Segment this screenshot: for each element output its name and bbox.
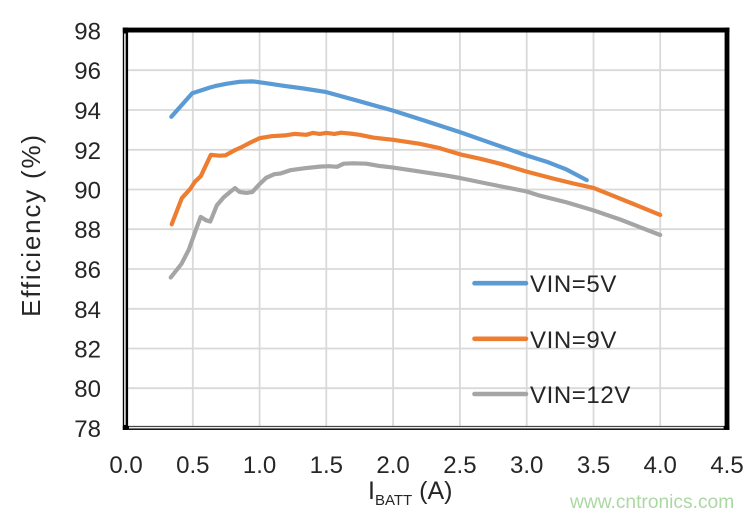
svg-text:96: 96: [74, 58, 101, 85]
svg-text:80: 80: [74, 376, 101, 403]
svg-text:2.5: 2.5: [443, 452, 476, 479]
svg-text:4.0: 4.0: [644, 452, 677, 479]
svg-text:92: 92: [74, 138, 101, 165]
svg-text:3.5: 3.5: [577, 452, 610, 479]
svg-text:90: 90: [74, 178, 101, 205]
svg-text:84: 84: [74, 297, 101, 324]
svg-text:3.0: 3.0: [510, 452, 543, 479]
svg-text:0.5: 0.5: [176, 452, 209, 479]
svg-text:78: 78: [74, 416, 101, 443]
svg-text:4.5: 4.5: [710, 452, 743, 479]
svg-text:98: 98: [74, 19, 101, 46]
svg-text:0.0: 0.0: [109, 452, 142, 479]
svg-text:82: 82: [74, 337, 101, 364]
svg-text:www.cntronics.com: www.cntronics.com: [569, 492, 734, 513]
svg-text:88: 88: [74, 217, 101, 244]
svg-text:Efficiency (%): Efficiency (%): [16, 133, 46, 317]
svg-text:1.0: 1.0: [243, 452, 276, 479]
svg-text:VIN=12V: VIN=12V: [530, 382, 631, 409]
svg-text:94: 94: [74, 98, 101, 125]
svg-text:VIN=9V: VIN=9V: [530, 327, 617, 354]
svg-text:86: 86: [74, 257, 101, 284]
svg-text:2.0: 2.0: [376, 452, 409, 479]
svg-text:1.5: 1.5: [310, 452, 343, 479]
svg-text:VIN=5V: VIN=5V: [530, 271, 617, 298]
